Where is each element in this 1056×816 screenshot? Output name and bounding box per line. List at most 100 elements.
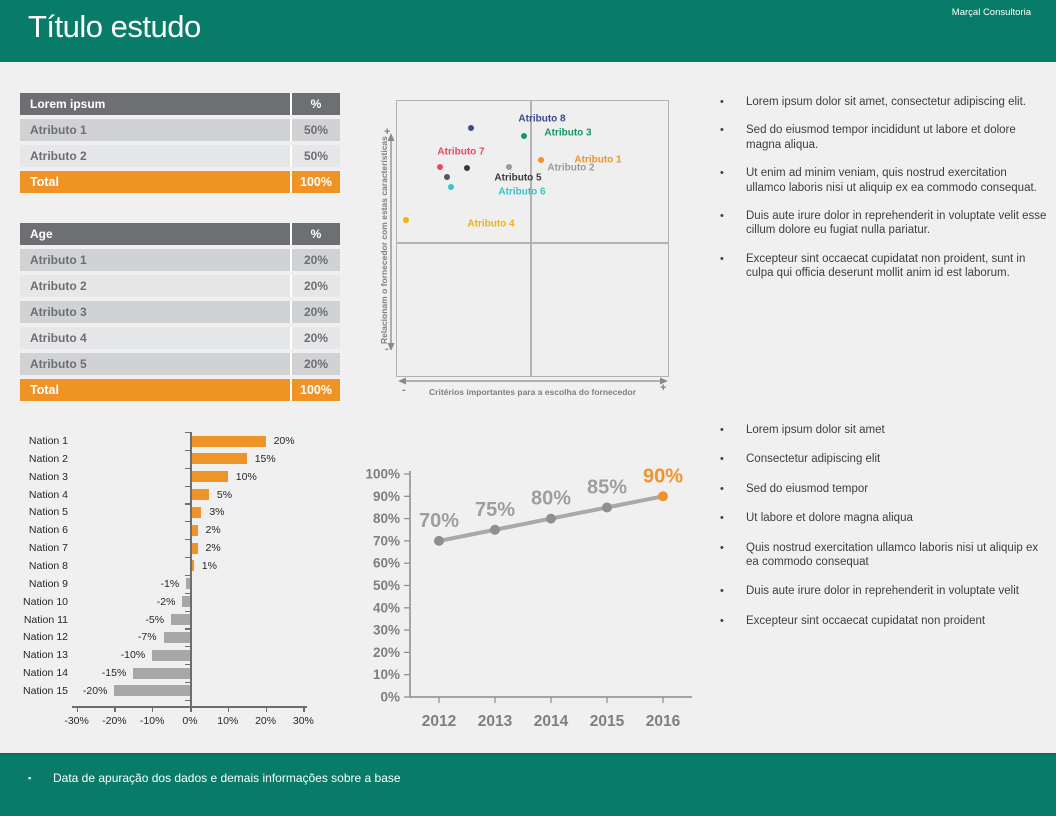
bar [190, 435, 266, 447]
bar [190, 524, 198, 536]
footer-bullet-icon: ▪ [28, 773, 32, 783]
bar-value-label: 10% [235, 470, 257, 483]
axis-tick [185, 521, 190, 523]
row-value: 50% [290, 119, 340, 141]
list-item: • Sed do eiusmod tempor incididunt ut lab… [713, 123, 1049, 152]
scatter-plot-area [396, 100, 669, 377]
bullet-icon: • [720, 453, 724, 466]
table-total-row: Total 100% [20, 379, 340, 401]
axis-tick [185, 449, 190, 452]
list-item-text: Ut enim ad minim veniam, quis nostrud ex… [746, 167, 1037, 194]
x-axis-tick-label: -10% [139, 715, 165, 727]
bar-category-label: Nation 12 [23, 631, 68, 644]
bullet-list-top: • Lorem ipsum dolor sit amet, consectetur… [713, 95, 1049, 295]
bar-value-label: 3% [209, 506, 225, 519]
x-axis-year-label: 2014 [534, 713, 569, 730]
bullet-icon: • [720, 252, 724, 265]
footer-note: Data de apuração dos dados e demais info… [53, 771, 401, 785]
row-label: Atributo 1 [30, 253, 87, 267]
list-item: • Duis aute irure dolor in reprehenderit … [713, 584, 1049, 598]
list-item-text: Sed do eiusmod tempor incididunt ut labo… [746, 124, 1016, 151]
y-axis-tick-label: 0% [380, 690, 400, 705]
row-label: Atributo 1 [30, 123, 87, 137]
quadrant-scatter-chart: Atributo 8 Atributo 3 Atributo 7 Atributo 1… [379, 100, 669, 397]
scatter-vertical-midline [530, 100, 532, 377]
data-point [658, 491, 668, 502]
total-label: Total [30, 383, 59, 397]
bar-value-label: 2% [205, 542, 221, 555]
row-value: 20% [290, 327, 340, 349]
scatter-point-label: Atributo 2 [547, 162, 595, 174]
y-axis-minus-sign: - [385, 343, 389, 355]
row-label: Atributo 3 [30, 305, 87, 319]
axis-tick [185, 646, 190, 648]
scatter-point [521, 133, 527, 139]
x-axis-tick-label: 30% [292, 715, 314, 727]
scatter-point [448, 184, 454, 190]
axis-tick [185, 628, 190, 630]
list-item: • Consectetur adipiscing elit [713, 452, 1049, 466]
bar-category-label: Nation 14 [23, 667, 68, 680]
bar-category-label: Nation 13 [23, 649, 68, 662]
bar [171, 614, 190, 625]
x-axis-arrow [398, 377, 668, 385]
bullet-icon: • [720, 424, 724, 436]
y-axis-tick-label: 40% [373, 600, 400, 615]
x-axis-tick-label: 0% [182, 715, 198, 727]
axis-tick [190, 706, 192, 712]
scatter-point-label: Atributo 7 [437, 146, 485, 158]
axis-tick [185, 664, 190, 666]
data-point [602, 502, 612, 513]
table-header-label: Lorem ipsum [30, 97, 106, 111]
data-point-label: 75% [475, 499, 515, 521]
y-axis-tick-label: 60% [373, 556, 400, 571]
bullet-icon: • [720, 124, 724, 137]
row-label: Atributo 4 [30, 331, 87, 345]
axis-tick [185, 681, 190, 684]
scatter-point [437, 164, 443, 170]
bar-category-label: Nation 11 [23, 613, 68, 626]
row-value: 50% [290, 145, 340, 167]
bar-value-label: -10% [120, 649, 146, 662]
bullet-list-bottom: • Lorem ipsum dolor sit amet • Consectetur … [713, 423, 1049, 643]
x-axis-year-label: 2016 [646, 713, 681, 730]
y-axis-tick-label: 90% [373, 489, 400, 504]
list-item: • Ut labore et dolore magna aliqua [713, 511, 1049, 525]
y-axis-tick-label: 100% [365, 467, 400, 482]
bar [190, 489, 209, 501]
scatter-point [506, 164, 512, 170]
list-item: • Duis aute irure dolor in reprehenderit … [713, 209, 1049, 238]
data-point-label: 90% [643, 465, 683, 487]
total-label: Total [30, 175, 59, 189]
bullet-icon: • [720, 167, 724, 180]
axis-tick [185, 699, 190, 701]
scatter-point [468, 125, 474, 131]
bar-value-label: 15% [254, 452, 276, 465]
list-item: • Ut enim ad minim veniam, quis nostrud e… [713, 166, 1049, 195]
bar-x-axis [72, 706, 307, 708]
table-row: Atributo 2 20% [20, 275, 340, 297]
slide-header: Título estudo Marçal Consultoria [0, 0, 1056, 62]
table-row: Atributo 5 20% [20, 353, 340, 375]
list-item-text: Excepteur sint occaecat cupidatat non pr… [746, 614, 986, 627]
table-header-label: Age [30, 227, 53, 241]
scatter-x-axis-label: Critérios importantes para a escolha do … [429, 387, 636, 397]
list-item-text: Sed do eiusmod tempor [746, 482, 869, 495]
x-axis-tick-label: -30% [64, 715, 89, 727]
data-point [546, 513, 556, 524]
x-axis-year-label: 2012 [422, 713, 456, 730]
bar [182, 596, 190, 608]
x-axis-tick-label: 20% [255, 715, 277, 727]
list-item-text: Lorem ipsum dolor sit amet [746, 424, 885, 436]
axis-tick [76, 706, 78, 712]
x-axis-year-label: 2015 [590, 713, 625, 730]
table-header-percent: % [290, 223, 340, 245]
x-axis-year-label: 2013 [478, 713, 513, 730]
bar-category-label: Nation 10 [23, 595, 68, 608]
table-total-row: Total 100% [20, 171, 340, 193]
y-axis-arrow [387, 133, 395, 351]
bar [190, 506, 202, 518]
trend-line-chart: 0% 10% 20% 30% 40% 50% 60% 70% 80% 90% 100% 2012 201… [365, 465, 692, 730]
bar-value-label: 20% [273, 435, 295, 447]
